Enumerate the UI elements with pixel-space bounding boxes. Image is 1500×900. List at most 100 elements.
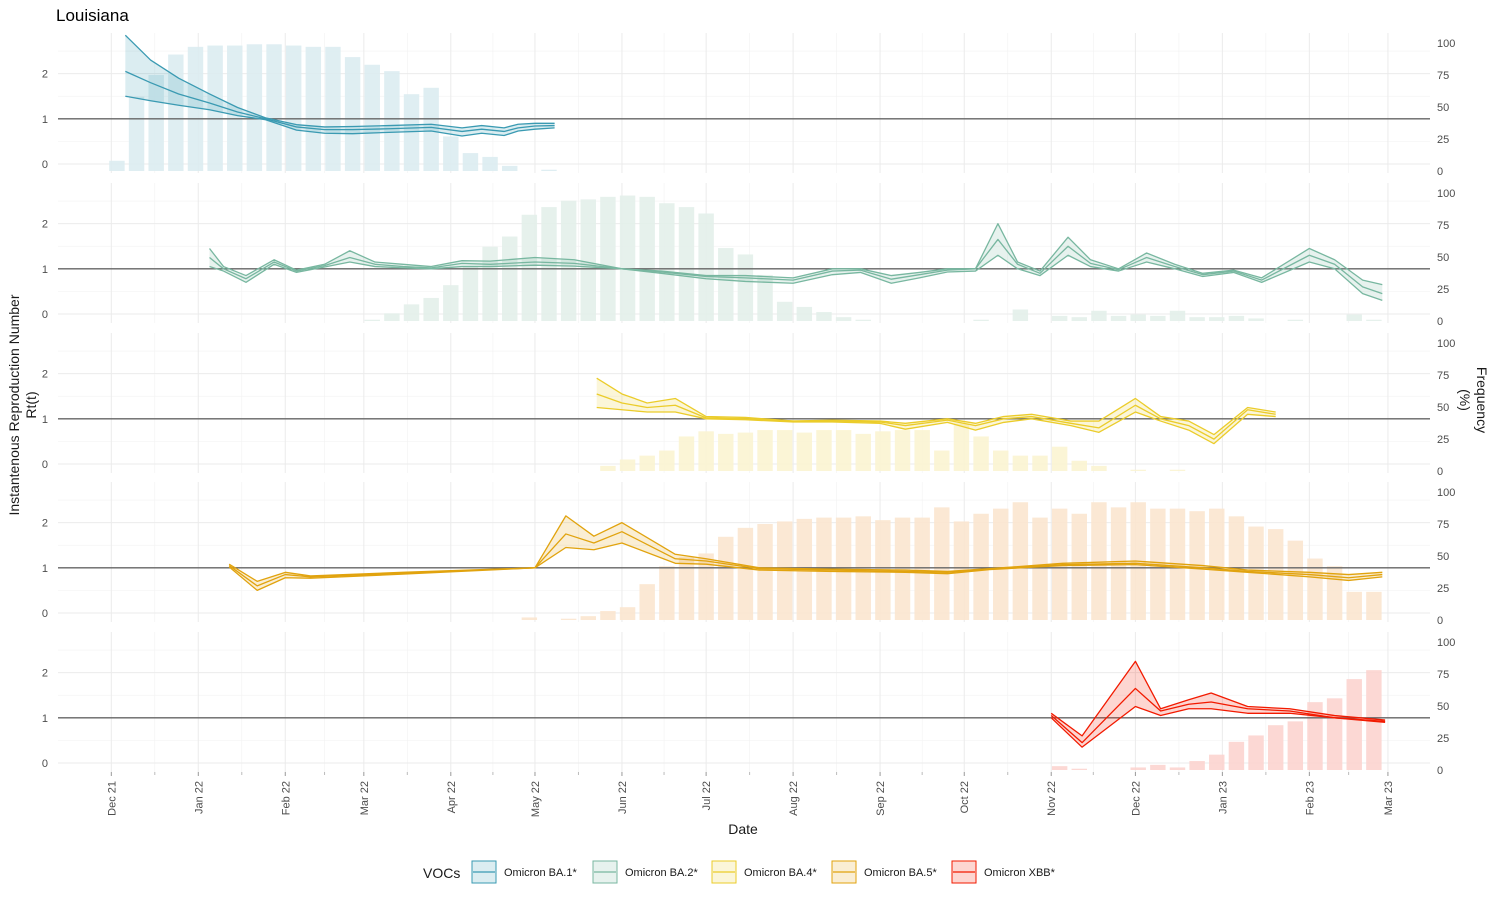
frequency-bar: [1130, 469, 1146, 471]
frequency-bar: [482, 156, 498, 171]
x-tick-label: Aug 22: [788, 781, 800, 816]
legend: VOCs Omicron BA.1* Omicron BA.2* Omicron B…: [423, 860, 1056, 884]
frequency-bar: [325, 46, 341, 172]
x-axis: Dec 21 Jan 22 Feb 22 Mar 22 Apr 22 May 22 Jun …: [106, 772, 1395, 817]
frequency-bar: [1150, 315, 1166, 321]
x-tick-label: Jul 22: [701, 781, 713, 810]
frequency-bar: [796, 432, 813, 471]
rt-tick-label: 1: [42, 414, 48, 426]
frequency-bar: [128, 96, 145, 171]
frequency-bar: [993, 450, 1009, 471]
x-tick-label: Oct 22: [959, 781, 971, 813]
legend-title: VOCs: [423, 865, 460, 881]
legend-label: Omicron BA.5*: [864, 867, 937, 879]
frequency-bar: [521, 214, 538, 321]
frequency-bar: [1051, 766, 1068, 770]
frequency-bar: [718, 536, 734, 620]
legend-label: Omicron BA.1*: [504, 867, 577, 879]
frequency-bar: [1169, 469, 1186, 471]
frequency-bar: [619, 459, 636, 471]
rt-tick-label: 0: [42, 309, 48, 321]
frequency-bar: [109, 160, 125, 171]
frequency-bar: [1032, 517, 1048, 620]
frequency-bar: [1366, 591, 1382, 620]
rt-tick-label: 2: [42, 69, 48, 81]
freq-tick-label: 75: [1437, 70, 1449, 82]
frequency-bar: [776, 430, 793, 471]
freq-tick-label: 25: [1437, 284, 1449, 296]
rt-tick-label: 1: [42, 713, 48, 725]
freq-tick-label: 100: [1437, 38, 1455, 50]
frequency-bar: [580, 199, 596, 321]
x-tick-label: Jan 22: [193, 781, 205, 814]
frequency-bar: [678, 557, 695, 620]
frequency-bar: [934, 507, 950, 620]
frequency-bar: [1307, 558, 1323, 620]
x-axis-title: Date: [728, 821, 758, 837]
x-tick-label: May 22: [530, 781, 542, 817]
panel-4: 0 1 2 0 25 50 75 100: [42, 482, 1455, 627]
x-tick-label: Dec 22: [1130, 781, 1142, 816]
freq-tick-label: 75: [1437, 519, 1449, 531]
rt-tick-label: 1: [42, 264, 48, 276]
frequency-bar: [502, 236, 518, 321]
frequency-bar: [1150, 764, 1166, 770]
frequency-bar: [1248, 735, 1264, 770]
frequency-bar: [894, 430, 911, 471]
frequency-bar: [600, 611, 616, 620]
freq-tick-label: 0: [1437, 765, 1443, 777]
frequency-bar: [1071, 460, 1087, 471]
frequency-bar: [305, 46, 322, 172]
frequency-bar: [1091, 502, 1107, 620]
x-tick-label: Mar 23: [1383, 781, 1395, 815]
frequency-bar: [443, 285, 459, 321]
frequency-bar: [934, 450, 950, 471]
frequency-bar: [187, 46, 204, 172]
frequency-bar: [521, 617, 538, 620]
frequency-bar: [737, 432, 754, 471]
frequency-bar: [619, 195, 636, 321]
frequency-bar: [639, 196, 655, 321]
frequency-bar: [462, 265, 479, 321]
frequency-bar: [776, 301, 793, 321]
frequency-bar: [560, 200, 577, 321]
rt-tick-label: 1: [42, 563, 48, 575]
frequency-bar: [1189, 761, 1205, 770]
frequency-bar: [1346, 591, 1362, 620]
frequency-bar: [757, 524, 773, 620]
frequency-bar: [580, 616, 596, 620]
rt-tick-label: 1: [42, 114, 48, 126]
frequency-bar: [168, 54, 184, 171]
frequency-bar: [344, 57, 361, 171]
frequency-bar: [678, 436, 695, 471]
frequency-bar: [737, 254, 754, 321]
frequency-bar: [443, 136, 459, 171]
x-tick-label: Nov 22: [1046, 781, 1058, 816]
rt-median-line: [596, 393, 1276, 440]
frequency-bar: [816, 430, 832, 471]
frequency-bar: [541, 207, 557, 321]
freq-tick-label: 100: [1437, 188, 1455, 200]
rt-tick-label: 2: [42, 668, 48, 680]
frequency-bar: [718, 248, 734, 321]
frequency-bar: [659, 566, 675, 620]
frequency-bar: [639, 584, 655, 620]
frequency-bar: [1110, 315, 1127, 321]
frequency-bar: [1130, 314, 1146, 321]
x-tick-label: Feb 23: [1304, 781, 1316, 815]
panel-1: 0 1 2 0 25 50 75 100: [42, 33, 1455, 178]
frequency-bar: [1189, 317, 1205, 321]
freq-tick-label: 50: [1437, 701, 1449, 713]
x-tick-label: Jun 22: [617, 781, 629, 814]
frequency-bar: [1209, 508, 1225, 620]
rt-median-line: [209, 238, 1383, 295]
freq-tick-label: 75: [1437, 370, 1449, 382]
freq-tick-label: 50: [1437, 551, 1449, 563]
rt-tick-label: 2: [42, 219, 48, 231]
frequency-bar: [1012, 502, 1029, 620]
frequency-bar: [1091, 310, 1107, 321]
rt-ribbon: [596, 378, 1276, 444]
rt-lower-line: [228, 542, 1383, 592]
frequency-bar: [973, 436, 989, 471]
panels: 0120255075100012025507510001202550751000…: [42, 33, 1455, 777]
